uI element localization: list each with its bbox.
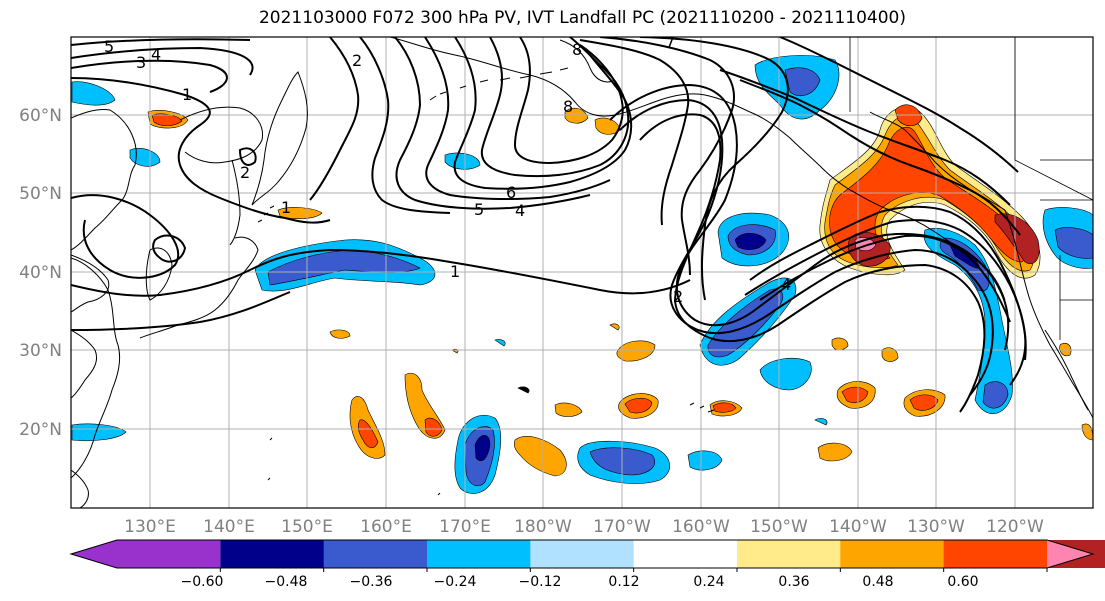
lon-label: 150°W bbox=[750, 517, 808, 537]
contour-label: 2 bbox=[352, 51, 362, 70]
contour-label: 4 bbox=[781, 275, 791, 294]
contour-label: 5 bbox=[474, 200, 484, 219]
map-area: 5 4 3 2 1 1 1 2 8 8 7 6 5 4 2 4 bbox=[71, 33, 1093, 508]
colorbar-labels: −0.60 −0.48 −0.36 −0.24 −0.12 0.12 0.24 … bbox=[181, 574, 979, 590]
contour-label: 2 bbox=[673, 287, 683, 306]
contour-label: 4 bbox=[151, 45, 161, 64]
lon-label: 160°E bbox=[360, 517, 412, 537]
colorbar-segment bbox=[323, 540, 428, 568]
colorbar-segments bbox=[71, 540, 1105, 568]
map-frame bbox=[70, 36, 1094, 509]
lat-label: 20°N bbox=[19, 420, 62, 440]
map-title: 2021103000 F072 300 hPa PV, IVT Landfall… bbox=[258, 8, 906, 28]
latitude-labels: 60°N 50°N 40°N 30°N 20°N bbox=[19, 106, 62, 440]
lon-label: 160°W bbox=[672, 517, 730, 537]
longitude-labels: 130°E 140°E 150°E 160°E 170°E 180°W 170°… bbox=[124, 517, 1044, 537]
colorbar-segment bbox=[633, 540, 738, 568]
colorbar-segment bbox=[840, 540, 945, 568]
lon-label: 170°W bbox=[593, 517, 651, 537]
contour-label: 7 bbox=[665, 33, 675, 52]
colorbar-tick-label: −0.12 bbox=[519, 574, 562, 590]
colorbar-segment bbox=[737, 540, 841, 568]
colorbar-tick-label: 0.48 bbox=[862, 574, 893, 590]
lon-label: 150°E bbox=[281, 517, 333, 537]
contour-label: 1 bbox=[182, 85, 192, 104]
contour-label: 3 bbox=[136, 53, 146, 72]
colorbar-tick-label: −0.24 bbox=[434, 574, 477, 590]
political-borders bbox=[849, 37, 1093, 340]
colorbar-tick-label: 0.60 bbox=[947, 574, 978, 590]
colorbar-ticks bbox=[219, 568, 1048, 572]
colorbar-extend-high bbox=[1047, 540, 1093, 568]
colorbar-segment bbox=[427, 540, 531, 568]
contour-label: 1 bbox=[281, 198, 291, 217]
contour-label: 2 bbox=[240, 163, 250, 182]
contour-label: 8 bbox=[563, 97, 573, 116]
contour-label: 1 bbox=[450, 262, 460, 281]
contour-label: 6 bbox=[506, 183, 516, 202]
lon-label: 180°W bbox=[514, 517, 572, 537]
lon-label: 140°W bbox=[829, 517, 887, 537]
contour-label: 8 bbox=[572, 40, 582, 59]
lon-label: 120°W bbox=[986, 517, 1044, 537]
colorbar-outline bbox=[69, 539, 1095, 569]
lat-label: 30°N bbox=[19, 341, 62, 361]
contour-labels: 5 4 3 2 1 1 1 2 8 8 7 6 5 4 2 4 bbox=[104, 33, 791, 306]
lon-label: 170°E bbox=[439, 517, 491, 537]
coastlines bbox=[71, 37, 1093, 508]
ivt-contours bbox=[71, 37, 1027, 413]
pv-anomaly-shading bbox=[71, 55, 1093, 494]
colorbar-tick-label: 0.36 bbox=[778, 574, 809, 590]
colorbar-tick-label: −0.36 bbox=[350, 574, 393, 590]
lat-label: 50°N bbox=[19, 184, 62, 204]
lon-label: 130°W bbox=[907, 517, 965, 537]
lon-label: 130°E bbox=[124, 517, 176, 537]
colorbar-tick-label: −0.60 bbox=[181, 574, 224, 590]
colorbar: −0.60 −0.48 −0.36 −0.24 −0.12 0.12 0.24 … bbox=[69, 539, 1105, 590]
colorbar-tick-label: 0.12 bbox=[608, 574, 639, 590]
colorbar-extend-low bbox=[71, 540, 221, 568]
colorbar-segment bbox=[943, 540, 1048, 568]
contour-label: 4 bbox=[515, 201, 525, 220]
lat-label: 40°N bbox=[19, 263, 62, 283]
colorbar-tick-label: 0.24 bbox=[693, 574, 724, 590]
lon-label: 140°E bbox=[203, 517, 255, 537]
colorbar-segment bbox=[220, 540, 325, 568]
colorbar-segment bbox=[530, 540, 635, 568]
colorbar-tick-label: −0.48 bbox=[265, 574, 308, 590]
contour-label: 5 bbox=[104, 37, 114, 56]
lat-label: 60°N bbox=[19, 106, 62, 126]
